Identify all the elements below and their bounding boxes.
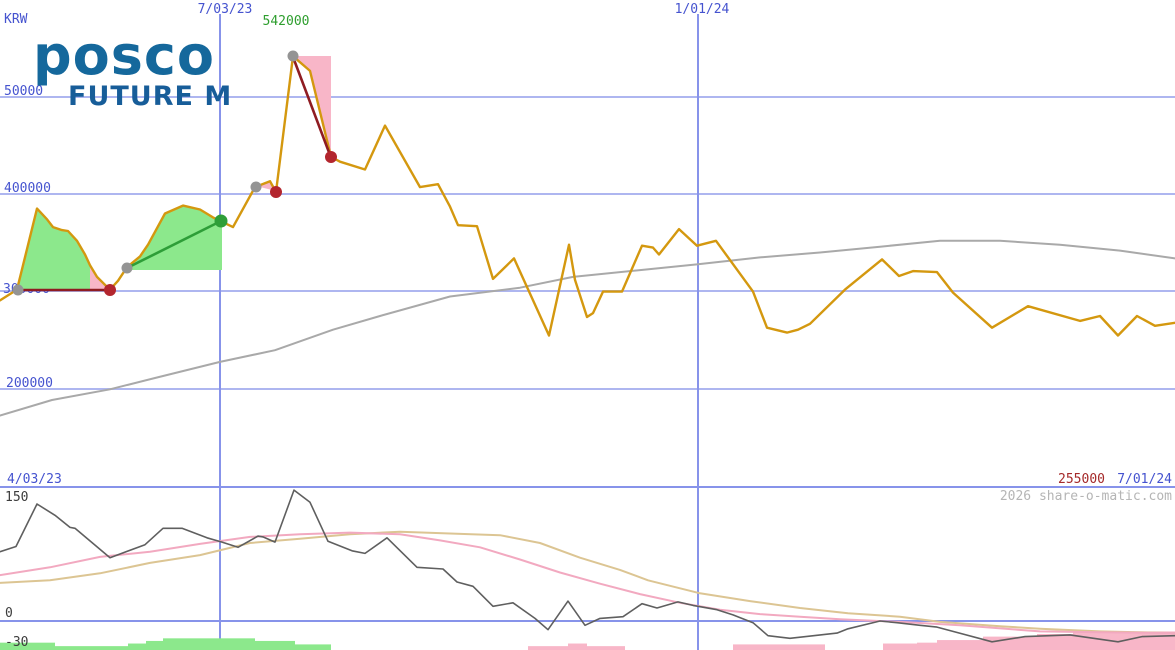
histogram-bar (1120, 631, 1175, 650)
date-bottom-left: 4/03/23 (7, 472, 62, 487)
histogram-bar (917, 642, 937, 650)
ind-tick-0: 0 (5, 606, 13, 621)
histogram-bar (55, 646, 128, 650)
date-bottom-right: 7/01/24 (1117, 472, 1172, 487)
series-layer (0, 55, 1175, 643)
histogram-bar (528, 646, 568, 650)
y-label-400000: 400000 (4, 181, 51, 196)
histogram-bar (255, 640, 295, 650)
moving-average-line (0, 239, 1175, 417)
currency-label: KRW (4, 12, 28, 27)
date-top-jul23: 7/03/23 (198, 2, 253, 17)
histogram-bar (163, 638, 255, 650)
pivot-high-dot (214, 214, 228, 228)
pivot-start-dot (121, 262, 133, 274)
logo-posco: posco (33, 24, 215, 87)
histogram-bar (937, 640, 983, 650)
indicator-slow-line (0, 530, 1175, 635)
pivot-start-dot (287, 50, 299, 62)
logo-future-m: FUTURE M (68, 81, 232, 112)
histogram-bar (568, 643, 587, 650)
peak-value-label: 542000 (263, 14, 310, 29)
up-trend-line (125, 219, 223, 270)
up-wave-fill-2 (127, 206, 222, 270)
pivot-low-dot (104, 284, 116, 296)
histogram-bar (587, 646, 625, 650)
indicator-fast-line (0, 489, 1175, 643)
y-label-500000: 50000 (4, 84, 43, 99)
histogram-bar (733, 644, 825, 650)
y-label-200000: 200000 (6, 376, 53, 391)
histogram-bar (0, 642, 55, 650)
pivot-markers-layer (12, 50, 337, 296)
pivot-low-dot (270, 186, 282, 198)
labels-layer: KRW 7/03/23 1/01/24 542000 50000 400000 200000… (4, 2, 1172, 650)
grid-layer (0, 14, 1175, 650)
ind-tick-neg30: -30 (5, 635, 28, 650)
last-value-label: 255000 (1058, 472, 1105, 487)
indicator-signal-line (0, 531, 1175, 635)
up-wave-fill-1 (17, 209, 90, 290)
histogram-bar (983, 636, 1037, 650)
watermark: 2026 share-o-matic.com (1000, 489, 1172, 504)
pivot-start-dot (12, 284, 24, 296)
ind-tick-150: 150 (5, 490, 28, 505)
wave-fills-layer (17, 56, 331, 290)
down-wave-fill-3 (293, 56, 331, 157)
trend-lines-layer (16, 55, 332, 292)
histogram-bar (146, 640, 163, 650)
pivot-low-dot (325, 151, 337, 163)
histogram-bar (1037, 634, 1073, 650)
histogram-bar (295, 644, 331, 650)
down-wave-fill-1 (90, 265, 110, 290)
histogram-bar (883, 643, 917, 650)
date-top-jan24: 1/01/24 (675, 2, 730, 17)
histogram-bar (128, 643, 146, 650)
down-trend-line (291, 55, 332, 157)
pivot-start-dot (250, 181, 262, 193)
